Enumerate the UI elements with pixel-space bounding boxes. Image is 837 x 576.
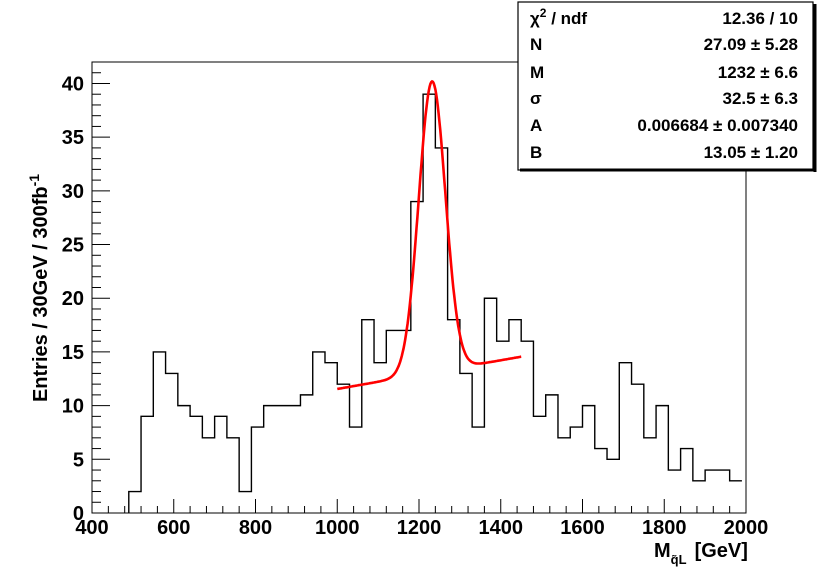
- stats-value: 0.006684 ± 0.007340: [637, 116, 798, 135]
- y-tick-label: 5: [73, 449, 84, 471]
- x-tick-label: 1800: [642, 517, 687, 539]
- x-tick-label: 1600: [560, 517, 605, 539]
- y-tick-label: 35: [62, 127, 84, 149]
- stats-box: χ2 / ndf 12.36 / 10 N 27.09 ± 5.28 M 1232 ± 6…: [517, 1, 817, 172]
- stats-value: 13.05 ± 1.20: [704, 143, 798, 162]
- y-tick-label: 40: [62, 73, 84, 95]
- x-axis-title: Mq̃L [GeV]: [654, 540, 748, 567]
- x-tick-label: 800: [239, 517, 272, 539]
- stats-label: χ2 / ndf: [530, 6, 587, 28]
- stats-value: 27.09 ± 5.28: [704, 35, 798, 54]
- stats-value: 32.5 ± 6.3: [723, 89, 799, 108]
- stats-label: A: [530, 116, 542, 135]
- y-tick-label: 15: [62, 342, 84, 364]
- x-tick-label: 1000: [315, 517, 360, 539]
- stats-label: B: [530, 143, 542, 162]
- x-tick-label: 2000: [724, 517, 769, 539]
- stats-label: M: [530, 63, 544, 82]
- stats-label: σ: [530, 89, 542, 108]
- y-tick-label: 30: [62, 181, 84, 203]
- x-tick-label: 400: [75, 517, 108, 539]
- y-tick-label: 25: [62, 235, 84, 257]
- y-axis-title: Entries / 30GeV / 300fb-1: [26, 174, 52, 402]
- fit-curve: [336, 79, 522, 391]
- stats-value: 12.36 / 10: [722, 9, 798, 28]
- stats-label: N: [530, 35, 542, 54]
- x-tick-label: 1400: [479, 517, 524, 539]
- histogram-outline: [128, 93, 742, 513]
- y-tick-label: 20: [62, 288, 84, 310]
- x-tick-label: 600: [157, 517, 190, 539]
- stats-value: 1232 ± 6.6: [718, 63, 798, 82]
- y-tick-label: 0: [73, 503, 84, 525]
- y-tick-label: 10: [62, 396, 84, 418]
- x-tick-label: 1200: [397, 517, 442, 539]
